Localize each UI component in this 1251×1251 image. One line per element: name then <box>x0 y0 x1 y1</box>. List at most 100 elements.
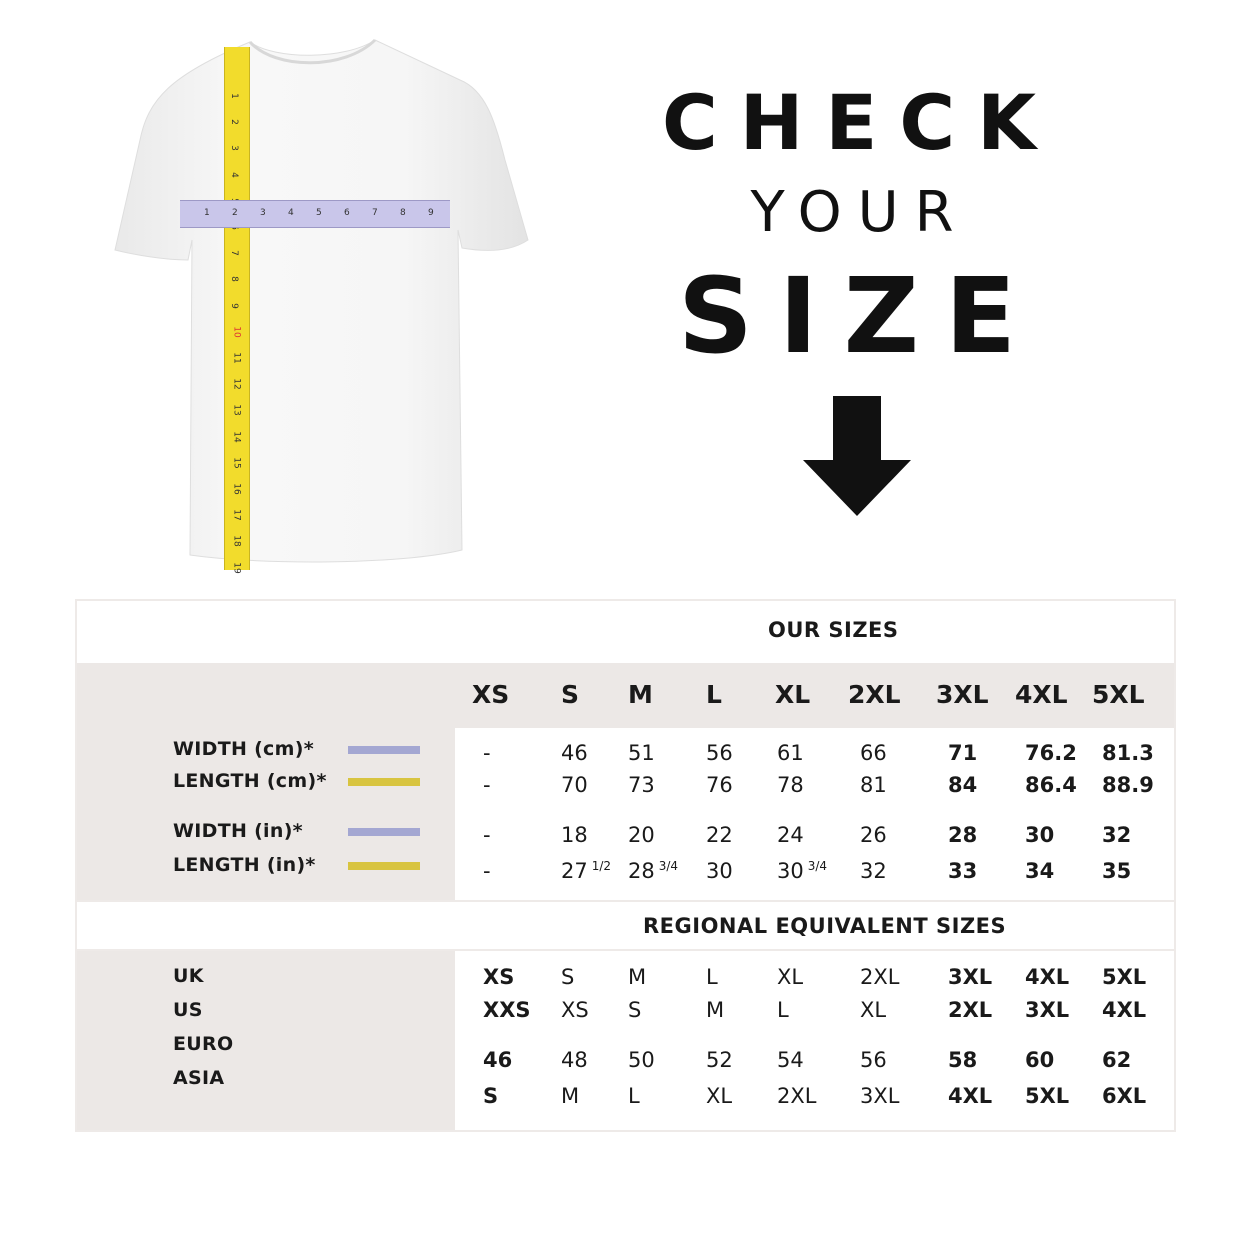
table-cell: 5XL <box>1102 965 1146 989</box>
cell-value: 35 <box>1102 859 1132 883</box>
row-label: UK <box>173 965 204 987</box>
cell-value: - <box>483 823 491 847</box>
row-label: WIDTH (in)* <box>173 820 303 842</box>
measurement-label-panel <box>77 728 455 900</box>
heading-your: YOUR <box>750 180 970 245</box>
tape-number: 17 <box>231 509 242 521</box>
cell-value: 52 <box>706 1048 733 1072</box>
table-cell: 73 <box>628 773 655 797</box>
cell-value: 61 <box>777 741 804 765</box>
cell-fraction: 1/2 <box>591 859 612 873</box>
cell-value: M <box>706 998 725 1022</box>
cell-value: 3XL <box>948 965 993 989</box>
size-header-l: L <box>706 680 722 709</box>
cell-value: 5XL <box>1025 1084 1070 1108</box>
tape-number: 10 <box>231 326 242 338</box>
table-cell: 3XL <box>948 965 992 989</box>
row-label: ASIA <box>173 1067 225 1089</box>
cell-value: 84 <box>948 773 978 797</box>
size-header-row <box>77 663 1174 728</box>
cell-value: 27 <box>561 859 588 883</box>
table-cell: S <box>561 965 574 989</box>
cell-value: 6XL <box>1102 1084 1147 1108</box>
table-cell: L <box>628 1084 640 1108</box>
table-cell: 76.2 <box>1025 741 1077 765</box>
regional-label-panel <box>77 950 455 1130</box>
size-header-2xl: 2XL <box>848 680 901 709</box>
table-cell: 20 <box>628 823 655 847</box>
table-cell: 48 <box>561 1048 588 1072</box>
cell-value: 50 <box>628 1048 655 1072</box>
table-cell: 24 <box>777 823 804 847</box>
cell-value: 22 <box>706 823 733 847</box>
tshirt-body <box>114 39 529 563</box>
cell-value: 30 <box>777 859 804 883</box>
table-cell: 30 3/4 <box>777 859 827 883</box>
tape-number: 12 <box>231 378 242 390</box>
table-cell: 35 <box>1102 859 1131 883</box>
size-header-xl: XL <box>775 680 811 709</box>
cell-value: 66 <box>860 741 887 765</box>
table-cell: 32 <box>860 859 887 883</box>
cell-value: - <box>483 859 491 883</box>
cell-value: L <box>628 1084 640 1108</box>
table-cell: 56 <box>860 1048 887 1072</box>
tape-number: 4 <box>228 171 239 178</box>
tape-number: 13 <box>231 404 242 417</box>
table-cell: - <box>483 741 491 765</box>
cell-value: 51 <box>628 741 655 765</box>
cell-value: 4XL <box>1025 965 1070 989</box>
table-cell: XL <box>706 1084 732 1108</box>
tape-number: 3 <box>260 208 266 218</box>
table-cell: 2XL <box>860 965 899 989</box>
heading-size: SIZE <box>677 255 1043 377</box>
cell-value: 3XL <box>860 1084 900 1108</box>
cell-value: 58 <box>948 1048 978 1072</box>
tape-number: 8 <box>228 276 239 283</box>
cell-value: 30 <box>1025 823 1055 847</box>
tape-number: 2 <box>232 208 238 218</box>
table-cell: 78 <box>777 773 804 797</box>
table-cell: 34 <box>1025 859 1054 883</box>
cell-value: 33 <box>948 859 978 883</box>
table-cell: XS <box>483 965 514 989</box>
table-cell: 81 <box>860 773 887 797</box>
cell-value: 54 <box>777 1048 804 1072</box>
cell-value: - <box>483 773 491 797</box>
cell-value: S <box>561 965 575 989</box>
table-cell: 2XL <box>777 1084 816 1108</box>
cell-value: - <box>483 741 491 765</box>
table-cell: 2XL <box>948 998 992 1022</box>
size-header-4xl: 4XL <box>1015 680 1068 709</box>
cell-value: 60 <box>1025 1048 1055 1072</box>
row-label: US <box>173 999 203 1021</box>
size-header-m: M <box>628 680 653 709</box>
table-cell: - <box>483 773 491 797</box>
table-cell: 50 <box>628 1048 655 1072</box>
cell-value: 46 <box>483 1048 513 1072</box>
table-cell: 76 <box>706 773 733 797</box>
cell-value: 28 <box>628 859 655 883</box>
table-cell: 58 <box>948 1048 977 1072</box>
table-cell: 46 <box>483 1048 512 1072</box>
table-cell: 3XL <box>1025 998 1069 1022</box>
cell-value: 24 <box>777 823 804 847</box>
cell-value: XL <box>860 998 887 1022</box>
table-cell: 28 <box>948 823 977 847</box>
divider <box>77 900 1174 902</box>
tape-number: 11 <box>231 352 242 364</box>
tape-number: 7 <box>228 250 239 257</box>
row-label: WIDTH (cm)* <box>173 738 314 760</box>
cell-value: 56 <box>706 741 733 765</box>
table-cell: M <box>706 998 724 1022</box>
table-cell: 51 <box>628 741 655 765</box>
table-cell: XS <box>561 998 589 1022</box>
tape-number: 9 <box>428 208 434 218</box>
cell-value: S <box>628 998 642 1022</box>
row-label: EURO <box>173 1033 234 1055</box>
table-cell: - <box>483 823 491 847</box>
table-cell: 3XL <box>860 1084 899 1108</box>
tape-number: 16 <box>231 483 242 495</box>
cell-value: 48 <box>561 1048 588 1072</box>
cell-value: 2XL <box>948 998 993 1022</box>
